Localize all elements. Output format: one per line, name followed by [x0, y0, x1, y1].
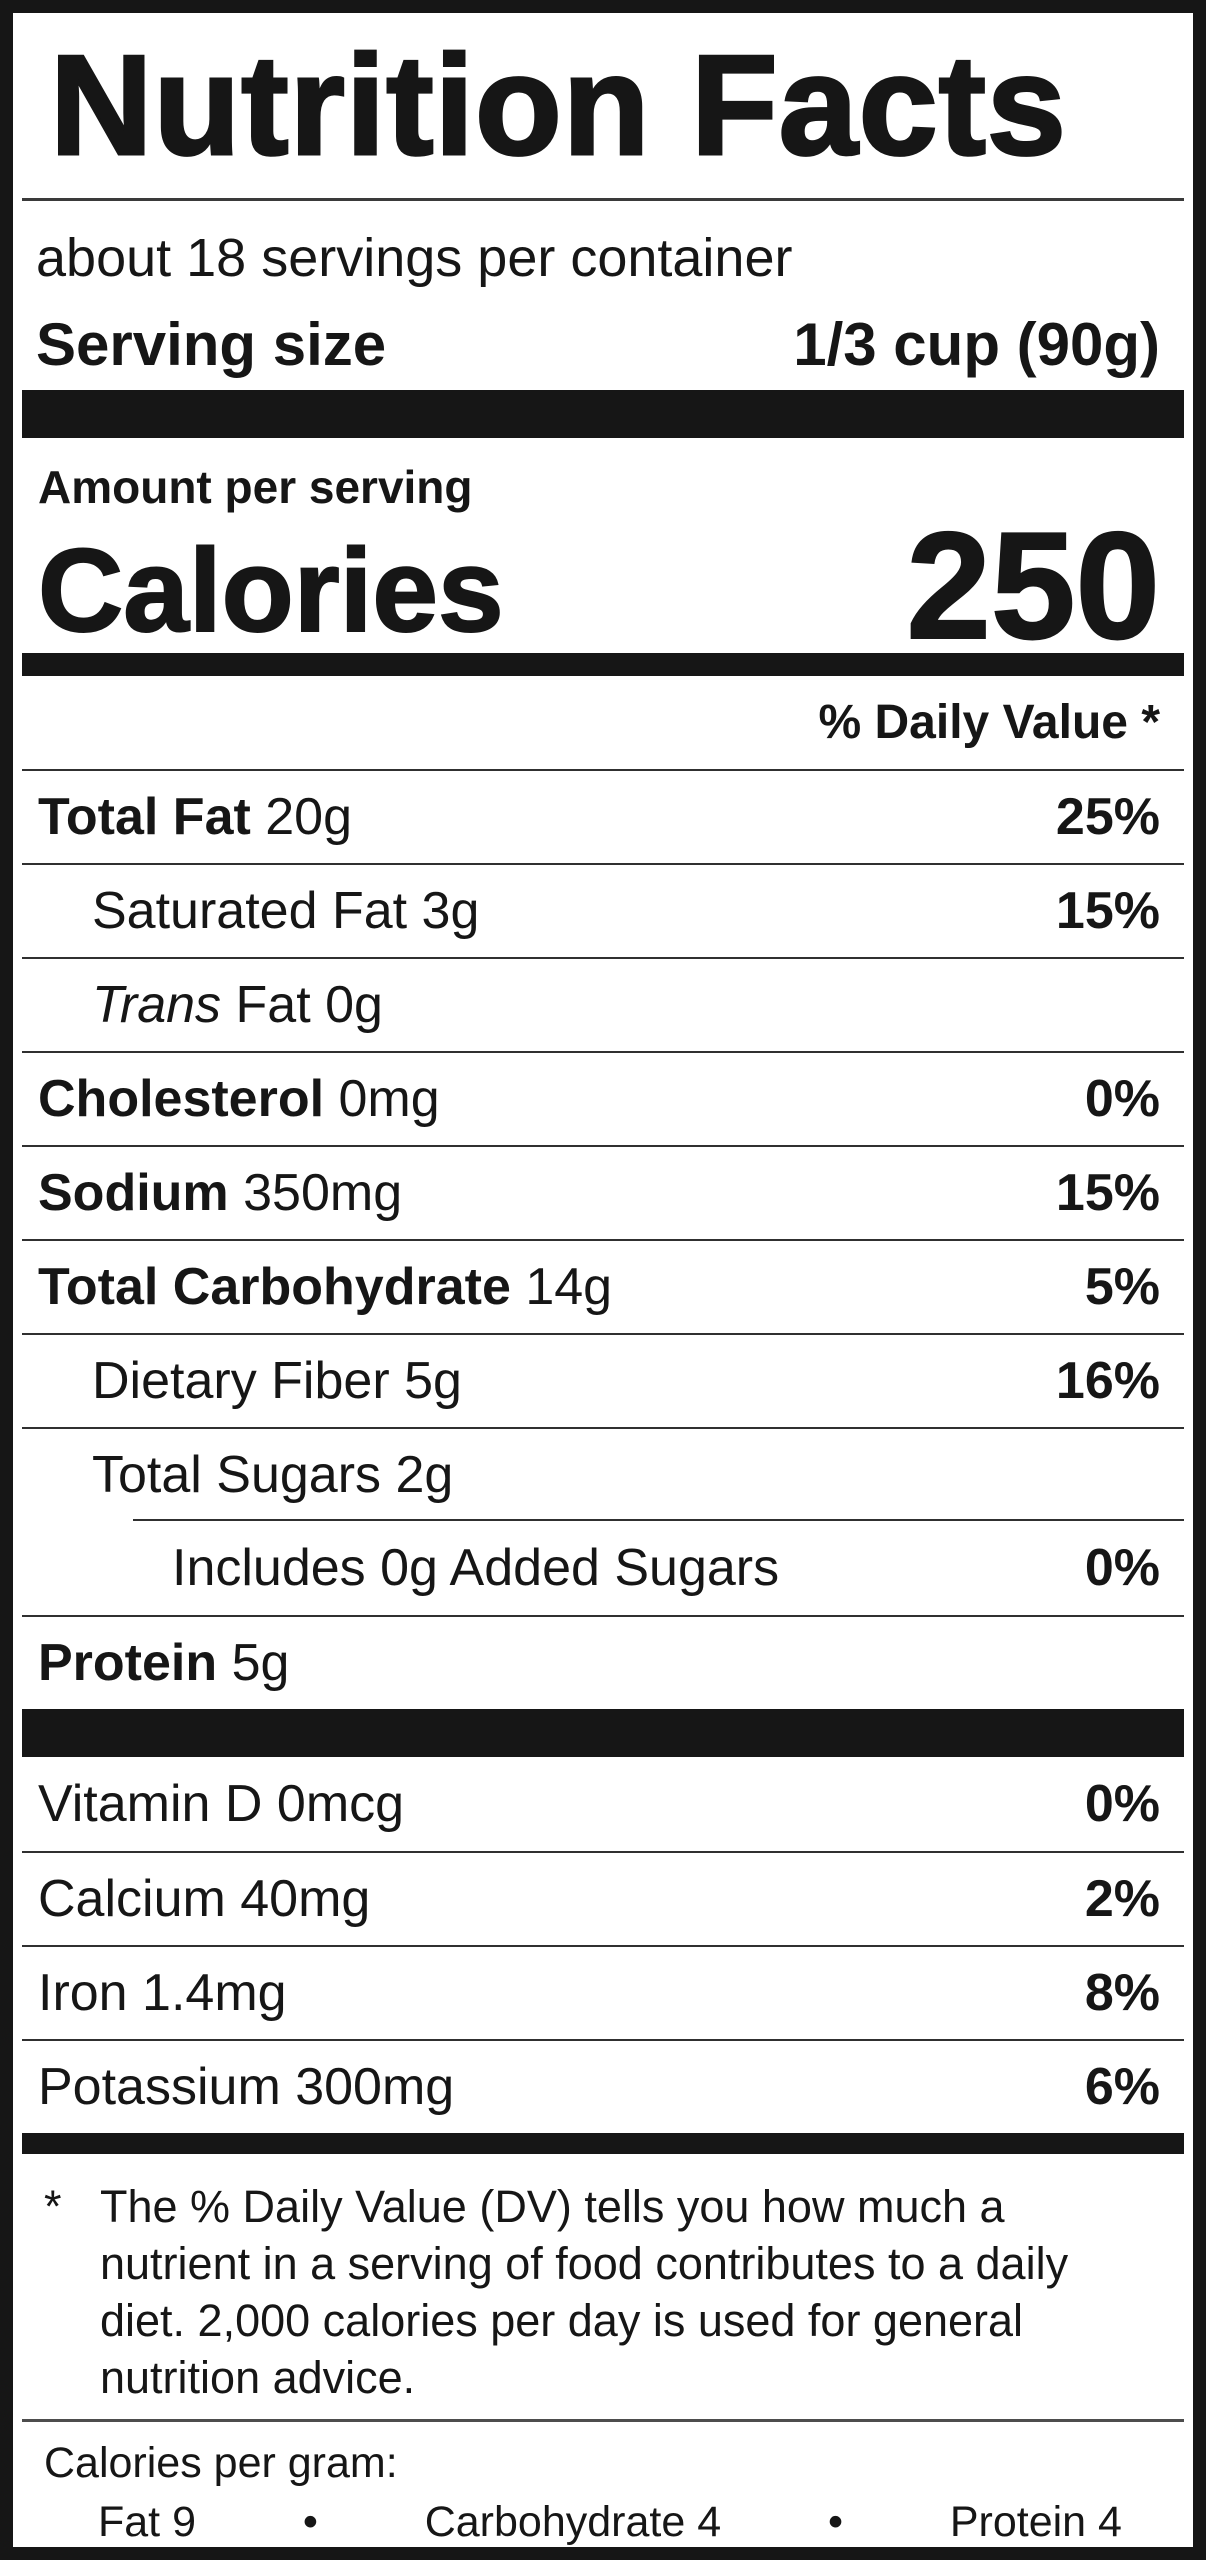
- nutrient-name: Potassium 300mg: [38, 2058, 455, 2117]
- calories-per-gram-item: Carbohydrate 4: [424, 2498, 722, 2547]
- nutrient-daily-value: 16%: [1055, 1352, 1160, 1411]
- nutrient-row: Iron 1.4mg 8%: [22, 1945, 1184, 2039]
- calories-per-gram-item: Fat 9: [98, 2498, 196, 2547]
- nutrient-row: Trans Fat 0g: [22, 957, 1184, 1051]
- serving-size-value: 1/3 cup (90g): [793, 311, 1160, 379]
- nutrient-row: Total Sugars 2g: [22, 1427, 1184, 1521]
- nutrient-row: Dietary Fiber 5g 16%: [22, 1333, 1184, 1427]
- amount-per-serving: Amount per serving: [38, 460, 473, 513]
- servings-per-container: about 18 servings per container: [36, 228, 793, 289]
- nutrient-row: Saturated Fat 3g 15%: [22, 863, 1184, 957]
- vitamin-rows: Vitamin D 0mcg 0% Calcium 40mg 2% Iron 1.4mg…: [22, 1757, 1184, 2133]
- nutrient-daily-value: 8%: [1084, 1964, 1160, 2023]
- daily-value-footnote: * The % Daily Value (DV) tells you how m…: [22, 2154, 1184, 2423]
- nutrient-row: Cholesterol 0mg 0%: [22, 1051, 1184, 1145]
- divider-bar-protein: [22, 1709, 1184, 1758]
- nutrient-row: Protein 5g: [22, 1615, 1184, 1709]
- nutrient-name: Iron 1.4mg: [38, 1964, 287, 2023]
- title-block: Nutrition Facts: [22, 13, 1184, 202]
- nutrient-name: Protein 5g: [38, 1634, 290, 1693]
- nutrient-daily-value: 15%: [1055, 1164, 1160, 1223]
- nutrient-name: Total Sugars 2g: [92, 1446, 454, 1505]
- nutrient-daily-value: 25%: [1055, 788, 1160, 847]
- footnote-marker: *: [44, 2181, 62, 2233]
- calories-row: Calories 250: [22, 500, 1184, 671]
- nutrient-name: Total Carbohydrate 14g: [38, 1258, 613, 1317]
- nutrient-daily-value: 0%: [1084, 1775, 1160, 1834]
- nutrient-daily-value: 5%: [1084, 1258, 1160, 1317]
- nutrient-name: Total Fat 20g: [38, 788, 353, 847]
- serving-size-row: Serving size 1/3 cup (90g): [22, 299, 1184, 390]
- nutrient-daily-value: 15%: [1055, 882, 1160, 941]
- nutrient-row: Sodium 350mg 15%: [22, 1145, 1184, 1239]
- calories-per-gram-items: Fat 9 • Carbohydrate 4 • Protein 4: [44, 2488, 1184, 2547]
- bullet-separator: •: [302, 2498, 318, 2547]
- divider-bar-top: [22, 390, 1184, 439]
- nutrient-name: Vitamin D 0mcg: [38, 1775, 405, 1834]
- calories-per-gram-section: Calories per gram: Fat 9 • Carbohydrate 4 •…: [22, 2422, 1184, 2547]
- nutrient-name: Includes 0g Added Sugars: [172, 1539, 780, 1598]
- footnote-text: The % Daily Value (DV) tells you how muc…: [100, 2181, 1069, 2404]
- nutrient-row: Includes 0g Added Sugars 0%: [22, 1519, 1184, 1615]
- calories-per-gram-item: Protein 4: [949, 2498, 1122, 2547]
- nutrient-row: Total Fat 20g 25%: [22, 769, 1184, 863]
- calories-value: 250: [905, 500, 1161, 671]
- nutrient-name: Sodium 350mg: [38, 1164, 403, 1223]
- nutrient-daily-value: 0%: [1084, 1539, 1160, 1598]
- nutrient-daily-value: 6%: [1084, 2058, 1160, 2117]
- nutrient-daily-value: 0%: [1084, 1070, 1160, 1129]
- nutrient-rows: Total Fat 20g 25% Saturated Fat 3g 15% Trans…: [22, 769, 1184, 1709]
- calories-label: Calories: [37, 524, 505, 657]
- nutrient-name: Trans Fat 0g: [92, 976, 383, 1035]
- nutrient-daily-value: 2%: [1084, 1870, 1160, 1929]
- nutrient-row: Calcium 40mg 2%: [22, 1851, 1184, 1945]
- nutrient-name: Cholesterol 0mg: [38, 1070, 440, 1129]
- label-title: Nutrition Facts: [49, 25, 1068, 185]
- serving-size-label: Serving size: [36, 311, 387, 379]
- calories-per-gram-label: Calories per gram:: [44, 2439, 398, 2488]
- divider-bar-footnote: [22, 2133, 1184, 2155]
- nutrient-name: Calcium 40mg: [38, 1870, 371, 1929]
- nutrient-name: Saturated Fat 3g: [92, 882, 480, 941]
- nutrient-row: Potassium 300mg 6%: [22, 2039, 1184, 2133]
- divider-bar-calories: [22, 653, 1184, 677]
- nutrient-row: Vitamin D 0mcg 0%: [22, 1757, 1184, 1851]
- nutrient-name: Dietary Fiber 5g: [92, 1352, 462, 1411]
- daily-value-header: % Daily Value *: [818, 696, 1160, 750]
- bullet-separator: •: [827, 2498, 844, 2547]
- nutrient-row: Total Carbohydrate 14g 5%: [22, 1239, 1184, 1333]
